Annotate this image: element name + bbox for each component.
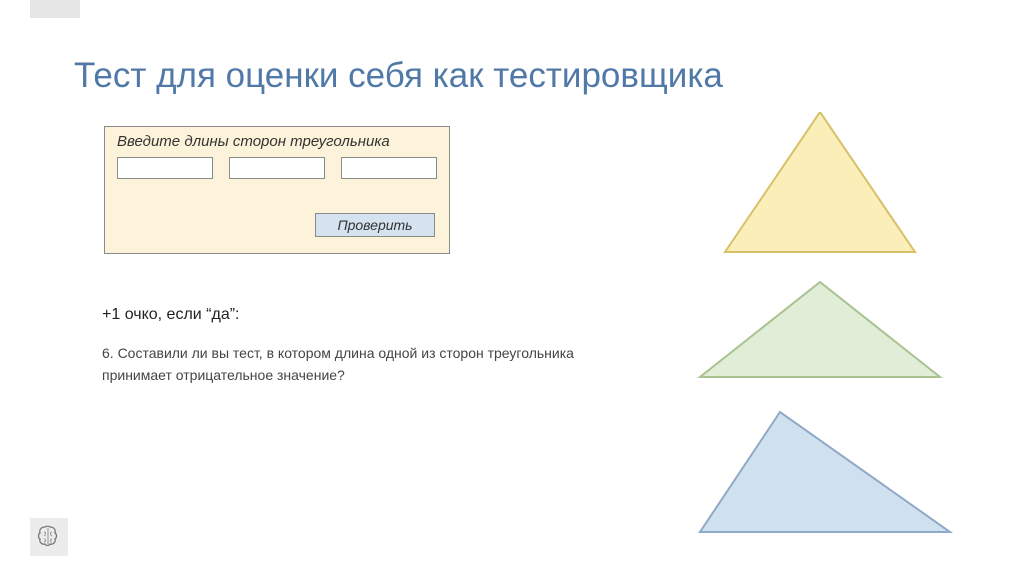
side-a-input[interactable] — [117, 157, 213, 179]
page-title: Тест для оценки себя как тестировщика — [74, 56, 723, 96]
question-text: 6. Составили ли вы тест, в котором длина… — [102, 342, 642, 387]
score-heading: +1 очко, если “да”: — [102, 306, 240, 324]
brain-icon — [30, 518, 68, 556]
scalene-triangle — [700, 412, 950, 532]
side-c-input[interactable] — [341, 157, 437, 179]
isosceles-triangle — [700, 282, 940, 377]
triangles-illustration — [690, 112, 990, 542]
equilateral-triangle — [725, 112, 915, 252]
form-label: Введите длины сторон треугольника — [117, 133, 390, 150]
top-accent-bar — [30, 0, 80, 18]
side-b-input[interactable] — [229, 157, 325, 179]
triangle-form-panel: Введите длины сторон треугольника Провер… — [104, 126, 450, 254]
check-button[interactable]: Проверить — [315, 213, 435, 237]
input-row — [117, 157, 437, 179]
